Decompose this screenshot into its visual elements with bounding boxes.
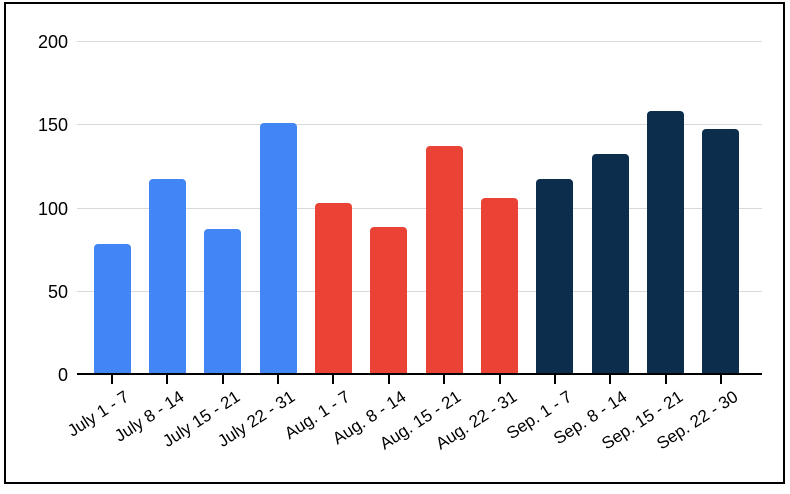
x-tick xyxy=(554,374,556,384)
x-axis-baseline xyxy=(77,373,762,375)
x-tick xyxy=(443,374,445,384)
y-tick-label: 50 xyxy=(47,282,68,302)
gridline-100 xyxy=(77,208,762,209)
x-tick xyxy=(332,374,334,384)
bar-july-8-14 xyxy=(149,179,186,374)
bar-aug-15-21 xyxy=(426,146,463,374)
bar-july-1-7 xyxy=(94,244,131,374)
x-tick xyxy=(499,374,501,384)
y-tick-label: 100 xyxy=(37,199,68,219)
bar-aug-22-31 xyxy=(481,198,518,374)
x-tick xyxy=(277,374,279,384)
x-tick xyxy=(388,374,390,384)
x-tick xyxy=(665,374,667,384)
y-tick-label: 200 xyxy=(37,32,68,52)
x-tick xyxy=(222,374,224,384)
gridline-50 xyxy=(77,291,762,292)
x-tick xyxy=(609,374,611,384)
bar-sep-22-30 xyxy=(702,129,739,374)
bar-sep-1-7 xyxy=(536,179,573,374)
bar-sep-8-14 xyxy=(592,154,629,374)
gridline-200 xyxy=(77,41,762,42)
bar-july-15-21 xyxy=(204,229,241,374)
x-tick xyxy=(166,374,168,384)
y-tick-label: 0 xyxy=(57,365,68,385)
x-tick xyxy=(720,374,722,384)
bar-july-22-31 xyxy=(260,123,297,374)
gridline-150 xyxy=(77,124,762,125)
x-tick xyxy=(111,374,113,384)
bar-sep-15-21 xyxy=(647,111,684,374)
bar-aug-8-14 xyxy=(370,227,407,374)
bar-aug-1-7 xyxy=(315,203,352,374)
y-tick-label: 150 xyxy=(37,115,68,135)
